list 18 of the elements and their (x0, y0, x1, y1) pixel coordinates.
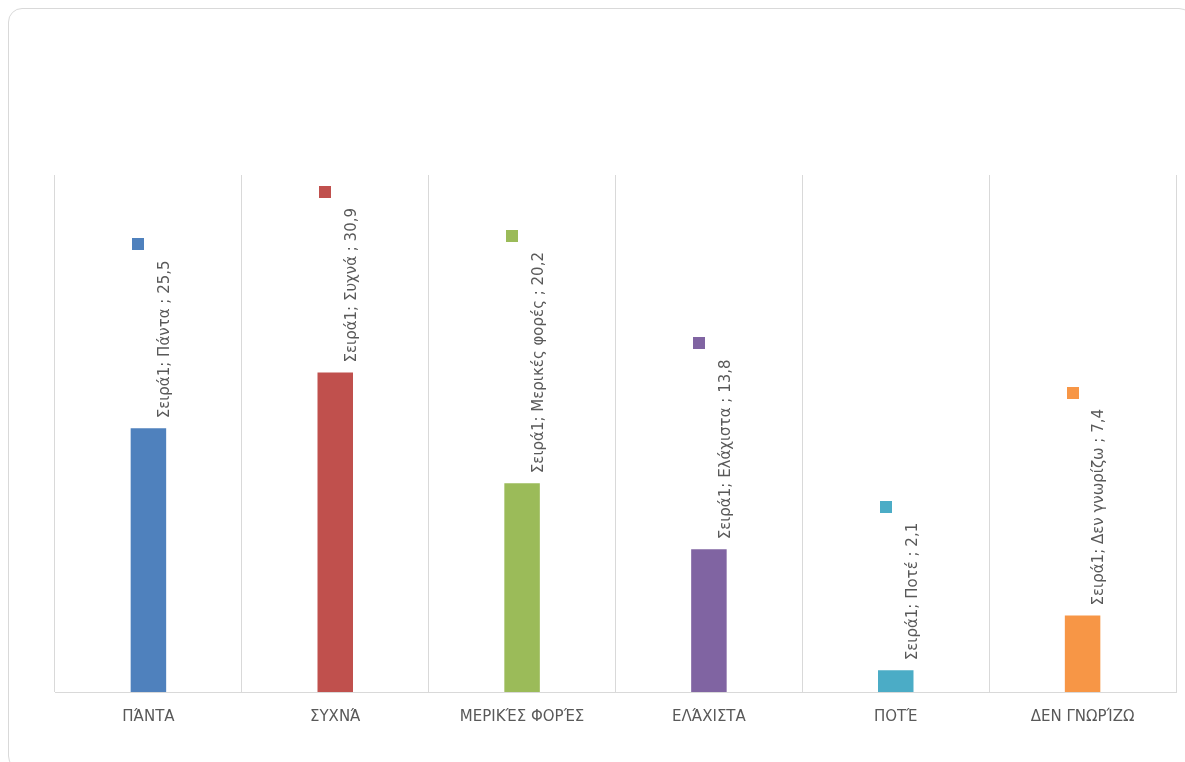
bar (317, 372, 353, 692)
data-label: Σειρά1; Ποτέ ; 2,1 (902, 522, 921, 661)
data-label: Σειρά1; Δεν γνωρίζω ; 7,4 (1089, 408, 1108, 606)
data-label: Σειρά1; Συχνά ; 30,9 (342, 207, 361, 363)
x-tick-label: ΣΥΧΝΆ (309, 706, 362, 725)
x-tick-label: ΜΕΡΙΚΈΣ ΦΟΡΈΣ (459, 706, 585, 725)
x-tick-label: ΠΟΤΈ (874, 706, 918, 725)
data-label: Σειρά1; Πάντα ; 25,5 (155, 260, 174, 419)
bar (1064, 615, 1101, 692)
x-tick-label: ΕΛΆΧΙΣΤΑ (672, 706, 747, 725)
data-label: Σειρά1; Ελάχιστα ; 13,8 (715, 359, 734, 540)
bar (504, 483, 540, 692)
x-tick-label: ΠΆΝΤΑ (122, 706, 176, 725)
bar (878, 670, 914, 692)
bar (691, 549, 727, 692)
bar (130, 428, 167, 692)
x-tick-label: ΔΕΝ ΓΝΩΡΊΖΩ (1030, 706, 1135, 725)
data-label: Σειρά1; Μερικές φορές ; 20,2 (528, 252, 547, 474)
